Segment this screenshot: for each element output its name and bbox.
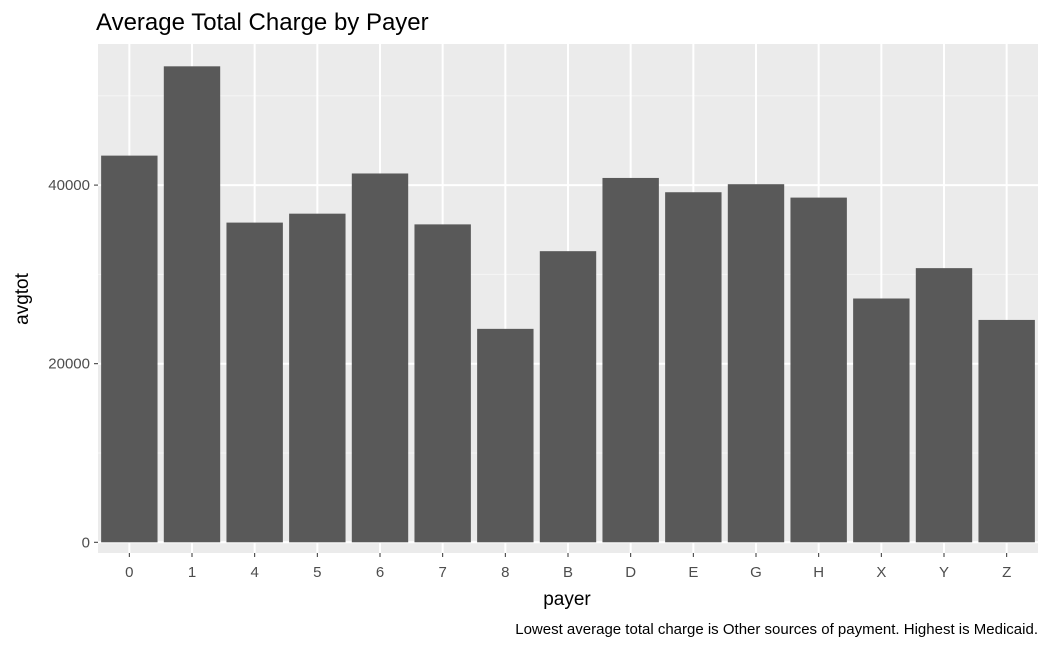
y-axis-title: avgtot [12,272,33,324]
bar-H [790,197,847,543]
bar-E [665,192,722,543]
bar-Z [978,319,1035,543]
x-tick-label: Y [939,564,949,581]
bar-G [727,184,785,543]
x-tick-label: X [876,564,886,581]
x-tick-label: 8 [501,564,509,581]
bar-D [602,177,659,543]
x-tick-label: G [750,564,762,581]
bar-4 [226,222,283,543]
chart-title: Average Total Charge by Payer [96,9,429,36]
x-tick-label: B [563,564,573,581]
bars [101,66,1035,543]
x-tick-label: Z [1002,564,1011,581]
x-tick-label: E [688,564,698,581]
bar-Y [915,268,973,543]
x-tick-label: 0 [125,564,133,581]
bar-B [539,251,597,543]
x-axis: 0 1 4 5 6 7 8 B D E G H X Y Z [125,553,1011,581]
bar-7 [414,224,471,543]
chart-caption: Lowest average total charge is Other sou… [515,621,1038,638]
y-axis: 0 20000 40000 [48,177,98,551]
y-tick-label: 0 [82,534,90,551]
y-tick-label: 20000 [48,356,90,373]
x-tick-label: 4 [250,564,258,581]
bar-X [853,298,910,543]
x-tick-label: D [625,564,636,581]
x-tick-label: H [813,564,824,581]
x-tick-label: 5 [313,564,321,581]
bar-8 [477,328,534,543]
bar-1 [163,66,221,543]
x-tick-label: 1 [188,564,196,581]
x-axis-title: payer [543,589,591,610]
x-tick-label: 7 [438,564,446,581]
bar-5 [289,213,346,543]
x-tick-label: 6 [376,564,384,581]
bar-0 [101,155,158,543]
y-tick-label: 40000 [48,177,90,194]
bar-6 [351,173,409,543]
